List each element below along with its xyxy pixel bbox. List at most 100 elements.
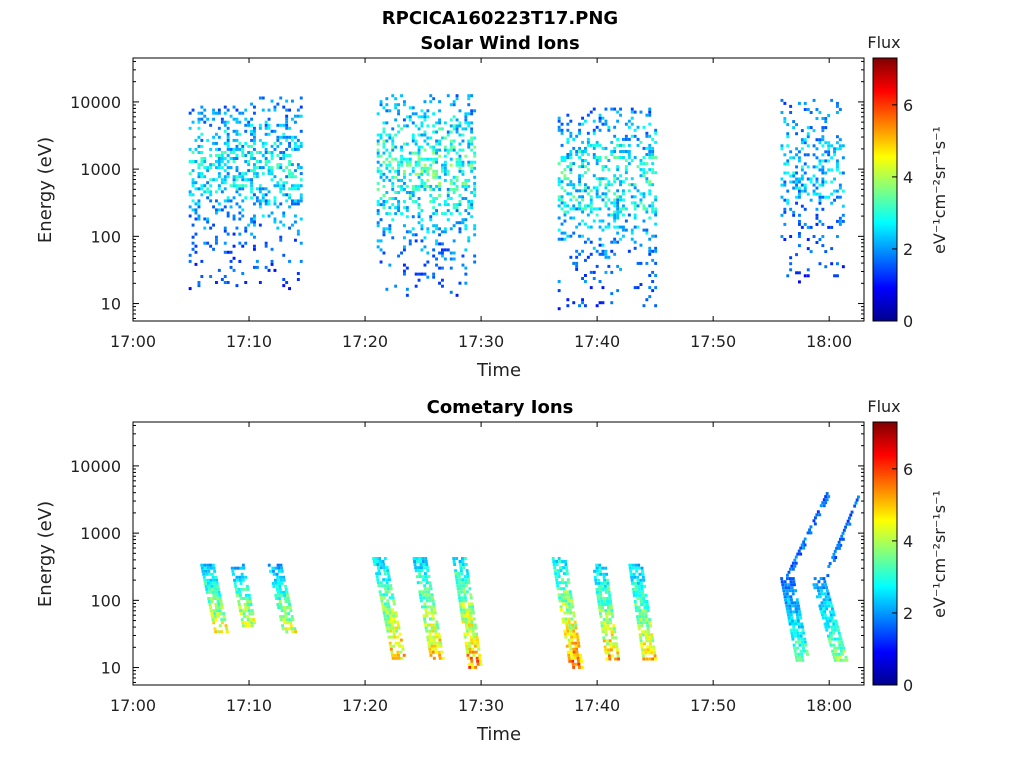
spectrogram-cell [408,197,412,200]
spectrogram-cell [218,624,222,628]
spectrogram-cell [654,286,658,290]
spectrogram-cell [238,232,242,236]
spectrogram-cell [449,145,453,149]
spectrogram-cell [815,595,819,599]
spectrogram-cell [622,143,625,147]
spectrogram-cell [832,559,836,562]
spectrogram-cell [217,268,221,272]
spectrogram-cell [467,97,471,101]
spectrogram-cell [648,237,652,241]
spectrogram-cell [211,618,215,622]
spectrogram-cell [562,620,565,624]
spectrogram-cell [432,97,436,101]
spectrogram-cell [235,187,239,191]
spectrogram-cell [285,99,289,103]
spectrogram-cell [479,662,483,666]
spectrogram-cell [821,159,825,163]
spectrogram-cell [426,184,430,188]
spectrogram-cell [793,634,797,638]
spectrogram-cell [458,212,462,216]
spectrogram-cell [204,581,207,585]
spectrogram-cell [605,657,609,661]
spectrogram-cell [443,227,447,231]
spectrogram-cell [637,627,641,631]
spectrogram-cell [458,602,462,606]
spectrogram-cell [648,143,652,147]
spectrogram-cell [651,171,655,175]
spectrogram-cell [809,525,813,529]
spectrogram-cell [288,196,291,200]
spectrogram-cell [386,629,390,633]
spectrogram-cell [408,163,412,167]
spectrogram-cell [417,272,421,276]
spectrogram-cell [641,651,645,655]
spectrogram-cell [473,254,477,258]
spectrogram-cell [403,142,406,146]
spectrogram-cell [785,604,789,608]
spectrogram-cell [601,243,605,247]
spectrogram-cell [244,624,248,628]
x-tick-label: 17:30 [458,332,504,351]
spectrogram-cell [605,639,609,643]
spectrogram-cell [235,226,239,230]
spectrogram-cell [207,569,211,573]
spectrogram-cell [633,600,637,603]
spectrogram-cell [802,631,805,635]
spectrogram-cell [630,107,634,111]
spectrogram-cell [607,125,611,129]
spectrogram-cell [470,109,474,113]
spectrogram-cell [376,578,380,582]
spectrogram-cell [288,169,291,173]
spectrogram-cell [815,513,819,517]
spectrogram-cell [633,156,637,159]
spectrogram-cell [429,100,433,104]
spectrogram-cell [589,252,593,256]
spectrogram-cell [455,184,459,188]
spectrogram-cell [612,642,615,646]
spectrogram-cell [247,144,251,148]
spectrogram-cell [822,504,826,508]
spectrogram-cell [789,235,793,238]
spectrogram-cell [273,108,277,112]
spectrogram-cell [394,175,398,179]
spectrogram-cell [468,647,472,651]
spectrogram-cell [648,113,652,117]
spectrogram-cell [456,584,460,588]
spectrogram-cell [285,630,289,634]
spectrogram-cell [838,219,842,223]
spectrogram-cell [593,569,596,573]
spectrogram-cell [793,649,797,653]
spectrogram-cell [426,251,430,255]
spectrogram-cells [200,492,860,669]
spectrogram-cell [217,160,221,163]
spectrogram-cell [780,111,784,114]
spectrogram-cell [430,611,434,615]
spectrogram-cell [602,636,606,640]
spectrogram-cell [425,599,429,603]
spectrogram-cell [581,298,584,302]
spectrogram-cell [452,206,456,210]
spectrogram-cell [217,208,221,212]
spectrogram-cell [601,609,605,613]
spectrogram-cell [818,198,822,202]
spectrogram-cell [432,230,436,234]
spectrogram-cell [382,230,386,234]
spectrogram-cell [397,130,400,134]
spectrogram-cell [382,160,386,164]
spectrogram-cell [455,581,459,585]
spectrogram-cell [291,223,294,227]
spectrogram-cell [385,623,389,627]
spectrogram-cell [471,650,475,654]
spectrogram-cell [615,645,619,649]
spectrogram-cell [239,612,243,616]
spectrogram-cell [223,157,227,160]
spectrogram-cell [299,184,303,188]
spectrogram-cell [619,210,622,214]
spectrogram-cell [457,572,461,576]
spectrogram-cell [299,96,303,100]
spectrogram-cell [818,183,822,187]
spectrogram-cell [438,121,441,125]
spectrogram-cell [461,181,465,185]
spectrogram-cell [601,630,605,634]
spectrogram-cell [443,257,447,261]
